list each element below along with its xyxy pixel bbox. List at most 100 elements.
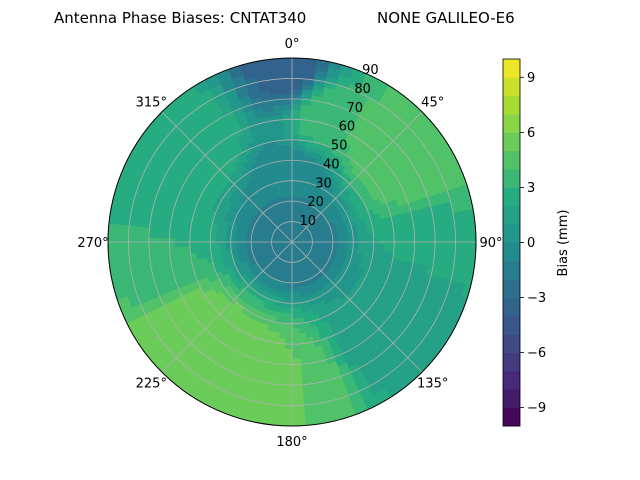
azimuth-tick-label: 90° <box>479 236 502 251</box>
colorbar <box>502 58 521 427</box>
field-cell <box>279 67 293 75</box>
colorbar-segment <box>503 407 520 427</box>
field-cell <box>279 78 293 85</box>
field-cell <box>291 318 299 325</box>
colorbar-tick-label: −3 <box>527 291 546 306</box>
field-cell <box>284 144 293 151</box>
field-cell <box>291 399 305 406</box>
field-cell <box>291 124 301 131</box>
field-cell <box>291 302 298 309</box>
field-cell <box>291 73 305 80</box>
colorbar-segment <box>503 95 520 115</box>
field-cell <box>291 394 304 401</box>
field-cell <box>278 62 293 69</box>
colorbar-tick-label: 6 <box>527 126 535 141</box>
field-cell <box>291 415 306 422</box>
field-cell <box>291 98 303 105</box>
radial-tick-label: 50 <box>331 139 348 154</box>
radial-tick-label: 20 <box>307 195 324 210</box>
field-cell <box>291 409 305 417</box>
azimuth-tick-label: 315° <box>136 95 167 110</box>
field-cell <box>282 358 293 365</box>
field-cell <box>383 231 390 240</box>
field-cell <box>283 353 293 360</box>
field-cell <box>280 389 293 396</box>
field-cell <box>281 98 293 105</box>
colorbar-segment <box>503 59 520 78</box>
radial-tick-label: 70 <box>347 101 364 116</box>
field-cell <box>291 348 301 355</box>
field-cell <box>291 83 304 90</box>
field-cell <box>291 404 305 411</box>
colorbar-segment <box>503 279 520 298</box>
colorbar-segment <box>503 370 520 390</box>
colorbar-segment <box>503 352 520 372</box>
field-cell <box>291 307 298 314</box>
colorbar-segment <box>503 187 520 207</box>
field-cell <box>194 244 201 253</box>
polar-plot-area <box>107 57 477 427</box>
field-cell <box>291 358 302 365</box>
field-cell <box>281 374 293 381</box>
field-cell <box>291 78 305 85</box>
colorbar-label: Bias (mm) <box>556 210 571 277</box>
field-cell <box>291 338 300 345</box>
field-cell <box>291 119 302 126</box>
colorbar-segment <box>503 169 520 188</box>
colorbar-segment <box>503 389 520 409</box>
azimuth-tick-label: 45° <box>421 95 444 110</box>
field-cell <box>291 374 303 381</box>
colorbar-segment <box>503 205 520 225</box>
field-cell <box>280 83 293 90</box>
field-cell <box>283 124 293 131</box>
colorbar-segment <box>503 260 520 280</box>
field-cell <box>284 149 293 156</box>
field-cell <box>398 229 405 239</box>
field-cell <box>199 244 206 253</box>
field-cell <box>291 328 300 335</box>
field-cell <box>279 73 293 80</box>
field-cell <box>287 190 293 197</box>
field-cell <box>367 232 375 240</box>
field-cell <box>287 185 293 192</box>
field-cell <box>281 103 293 110</box>
colorbar-tick-label: 3 <box>527 181 535 196</box>
field-cell <box>279 409 293 417</box>
field-cell <box>291 384 304 391</box>
field-cell <box>280 394 293 401</box>
field-cell <box>204 244 212 252</box>
field-cell <box>286 170 293 177</box>
radial-tick-label: 80 <box>354 82 371 97</box>
field-cell <box>282 369 293 376</box>
radial-tick-label: 10 <box>300 214 317 229</box>
chart-title-left: Antenna Phase Biases: CNTAT340 <box>54 9 306 27</box>
field-cell <box>280 384 293 391</box>
field-cell <box>291 313 298 319</box>
radial-tick-label: 90 <box>362 63 379 78</box>
field-cell <box>283 134 293 141</box>
colorbar-segment <box>503 242 520 262</box>
colorbar-tick-label: −9 <box>527 401 546 416</box>
field-cell <box>291 364 302 371</box>
field-cell <box>281 379 293 386</box>
azimuth-tick-label: 225° <box>136 377 167 392</box>
field-cell <box>279 399 293 406</box>
field-cell <box>285 154 293 161</box>
field-cell <box>284 139 293 146</box>
field-cell <box>378 231 385 240</box>
azimuth-tick-label: 180° <box>276 435 307 450</box>
field-cell <box>291 108 302 115</box>
colorbar-ticks: 9 6 3 0 −3 −6 −9 <box>520 71 546 416</box>
colorbar-segment <box>503 114 520 133</box>
field-cell <box>291 103 303 110</box>
field-cell <box>291 389 304 396</box>
colorbar-tick-label: 0 <box>527 236 535 251</box>
field-cell <box>291 88 304 95</box>
field-cell <box>282 364 293 371</box>
field-cell <box>291 129 301 136</box>
field-cell <box>282 108 293 115</box>
radial-tick-label: 60 <box>339 120 356 135</box>
field-cell <box>291 343 301 350</box>
field-cell <box>280 93 293 100</box>
